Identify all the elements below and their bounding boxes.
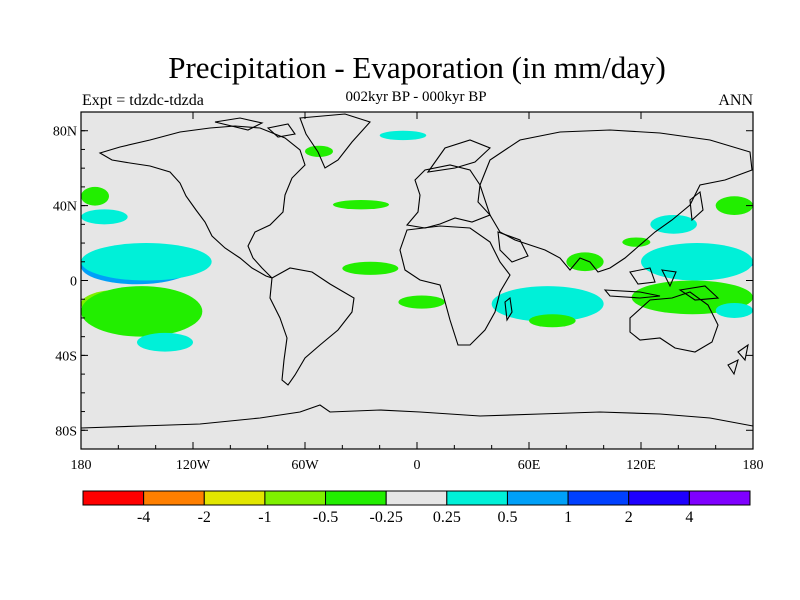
field-layer (81, 130, 753, 352)
colorbar-swatch-5 (385, 490, 448, 506)
field-region-9 (333, 199, 389, 210)
experiment-label: Expt = tdzdc-tdzda (82, 92, 204, 109)
field-region-16 (529, 314, 576, 328)
field-region-3 (81, 243, 212, 281)
field-region-26 (650, 214, 698, 234)
y-tick-label-3: 40S (55, 349, 77, 364)
coast-arabia (497, 231, 529, 263)
y-axis: 80N 40N 0 40S 80S (53, 111, 753, 450)
field-region-21 (641, 243, 753, 281)
field-region-5 (81, 286, 203, 337)
colorbar-label-1: -2 (198, 509, 211, 526)
field-region-12 (342, 261, 399, 275)
colorbar-swatch-8 (567, 490, 630, 506)
coast-antarctica (81, 404, 753, 429)
colorbar-swatch-3 (264, 490, 327, 506)
x-tick-label-0: 180 (71, 458, 92, 473)
coast-new-guinea (678, 285, 720, 301)
coast-africa (399, 225, 511, 346)
coast-scandinavia (426, 139, 492, 173)
field-region-10 (305, 145, 333, 157)
coast-greenland (299, 113, 371, 169)
coast-japan (689, 190, 704, 222)
field-region-8 (81, 209, 128, 225)
field-region-15 (491, 286, 604, 322)
chart-title: Precipitation - Evaporation (in mm/day) (168, 50, 666, 85)
colorbar-swatch-1 (143, 490, 205, 506)
chart-subtitle: 002kyr BP - 000kyr BP (345, 89, 487, 105)
y-tick-label-2: 0 (70, 275, 77, 290)
colorbar-swatch-7 (506, 490, 569, 506)
field-region-11 (379, 130, 427, 141)
coast-south-america (269, 267, 355, 386)
x-tick-label-2: 60W (291, 458, 319, 473)
field-region-13 (398, 295, 445, 309)
coast-asia (479, 129, 753, 273)
colorbar-label-5: 0.25 (433, 509, 461, 526)
colorbar-label-7: 1 (564, 509, 572, 526)
map-background (81, 112, 753, 449)
y-tick-label-4: 80S (55, 424, 77, 439)
colorbar-swatch-9 (628, 490, 690, 506)
coast-indonesia (603, 267, 677, 299)
y-tick-label-0: 80N (53, 125, 77, 140)
colorbar-swatch-10 (688, 490, 751, 506)
colorbar-label-2: -1 (258, 509, 271, 526)
colorbar-swatch-4 (325, 490, 387, 506)
colorbar-swatch-2 (203, 490, 266, 506)
season-label: ANN (718, 92, 753, 109)
colorbar-label-8: 2 (625, 509, 633, 526)
colorbar-label-4: -0.25 (370, 509, 403, 526)
x-tick-label-1: 120W (176, 458, 211, 473)
field-region-6 (137, 332, 193, 352)
colorbar: -4 -2 -1 -0.5 -0.25 0.25 0.5 1 2 4 (82, 490, 751, 526)
field-region-17 (566, 252, 604, 272)
coast-north-america (98, 125, 306, 279)
x-tick-label-5: 120E (626, 458, 656, 473)
x-tick-label-4: 60E (518, 458, 541, 473)
field-region-7 (81, 186, 109, 206)
colorbar-swatch-6 (446, 490, 508, 506)
x-axis: 180 120W 60W 0 60E 120E 180 (71, 112, 764, 473)
coast-arctic-islands (214, 117, 296, 138)
colorbar-label-6: 0.5 (497, 509, 517, 526)
colorbar-label-0: -4 (137, 509, 150, 526)
coastline-layer (81, 113, 753, 429)
coast-madagascar (504, 296, 513, 322)
x-tick-label-6: 180 (743, 458, 764, 473)
colorbar-swatch-0 (82, 490, 145, 506)
coast-new-zealand (727, 343, 749, 376)
field-region-24 (715, 302, 753, 318)
field-region-25 (715, 196, 753, 215)
coast-australia (629, 291, 719, 353)
field-region-18 (622, 237, 651, 247)
colorbar-label-3: -0.5 (313, 509, 338, 526)
colorbar-label-9: 4 (685, 509, 693, 526)
x-tick-label-3: 0 (414, 458, 421, 473)
y-tick-label-1: 40N (53, 200, 77, 215)
